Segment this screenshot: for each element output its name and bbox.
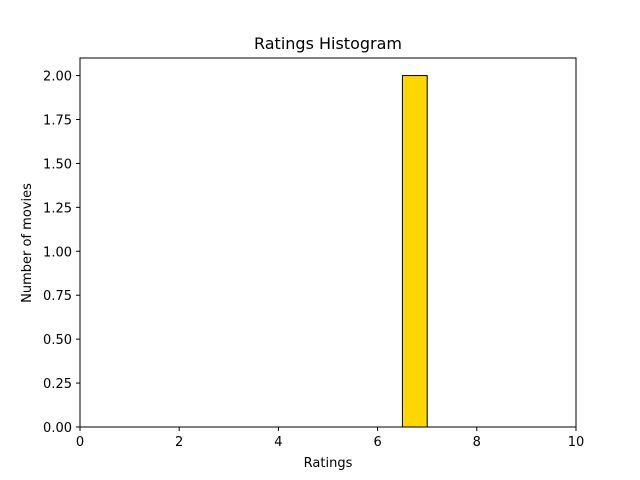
x-tick-label: 0 <box>76 435 84 450</box>
x-tick-label: 4 <box>274 435 282 450</box>
y-tick-label: 1.75 <box>43 114 72 129</box>
x-tick-label: 10 <box>568 435 585 450</box>
y-tick-label: 0.25 <box>43 377 72 392</box>
y-tick-label: 2.00 <box>43 70 72 85</box>
x-tick-label: 8 <box>473 435 481 450</box>
x-axis-ticks: 0 2 4 6 8 10 <box>76 427 584 450</box>
y-tick-label: 0.75 <box>43 289 72 304</box>
y-tick-label: 0.50 <box>43 333 72 348</box>
x-axis-label: Ratings <box>304 456 353 471</box>
y-tick-label: 1.00 <box>43 245 72 260</box>
plot-area-frame <box>79 57 577 428</box>
x-tick-label: 2 <box>175 435 183 450</box>
y-tick-label: 0.00 <box>43 421 72 436</box>
y-axis-label: Number of movies <box>20 183 35 303</box>
bars-group <box>401 75 428 428</box>
y-tick-label: 1.50 <box>43 157 72 172</box>
y-tick-label: 1.25 <box>43 201 72 216</box>
x-tick-label: 6 <box>373 435 381 450</box>
chart-title: Ratings Histogram <box>254 34 402 53</box>
y-axis-ticks: 0.00 0.25 0.50 0.75 1.00 1.25 1.50 1.75 2.00 <box>43 70 80 436</box>
histogram-bar <box>401 75 428 428</box>
